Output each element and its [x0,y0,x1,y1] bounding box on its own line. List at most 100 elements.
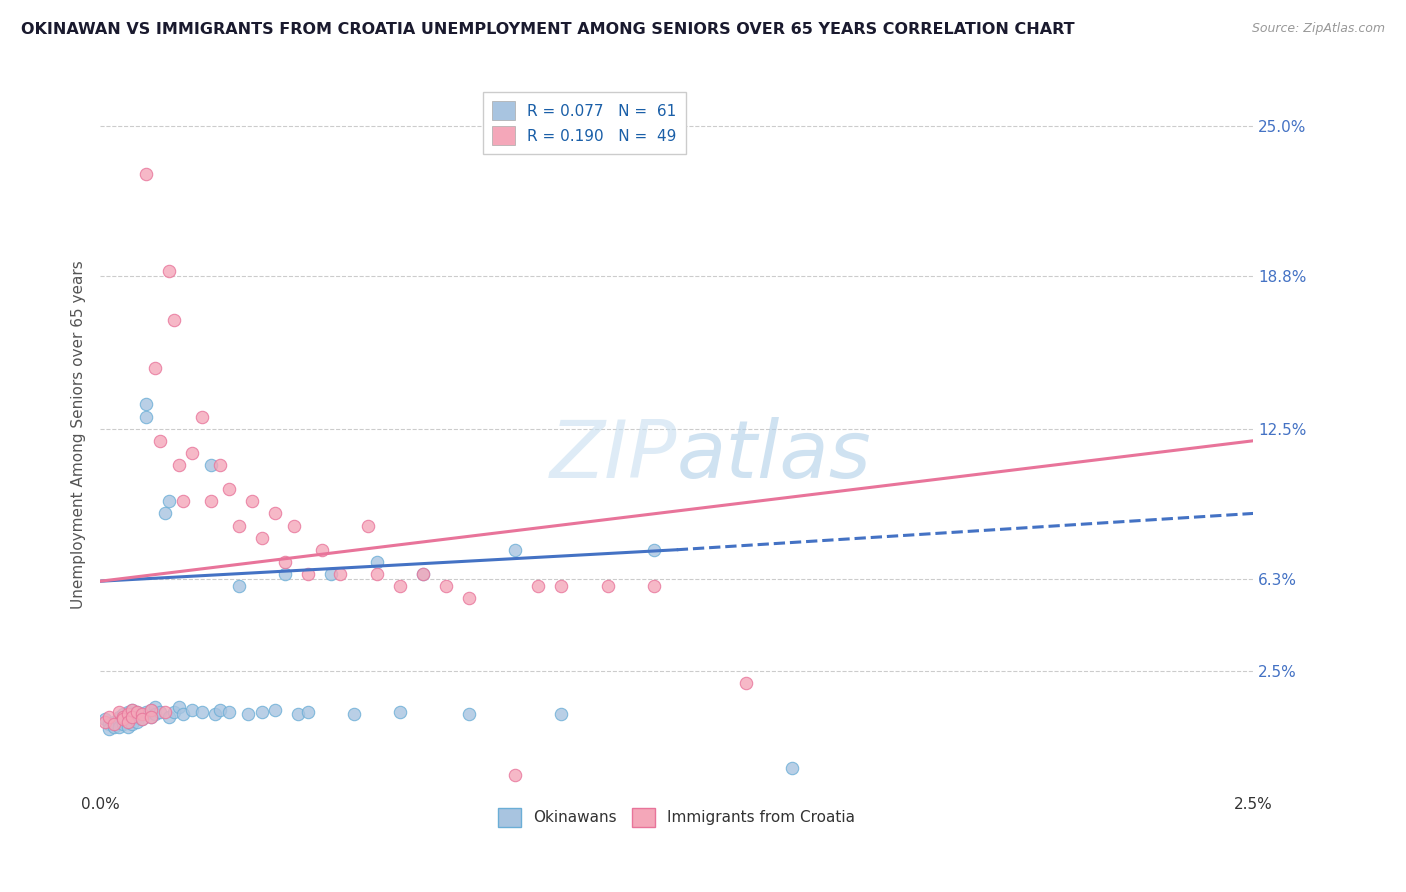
Point [157,264,180,278]
Point [135,705,157,719]
Point [103,720,125,734]
Point [121,710,143,724]
Point [780,761,803,775]
Point [297,705,319,719]
Point [135,409,157,424]
Point [273,555,295,569]
Point [117,714,139,729]
Point [596,579,619,593]
Point [343,707,366,722]
Point [311,542,333,557]
Point [550,579,572,593]
Point [412,566,434,581]
Point [167,700,190,714]
Point [125,710,148,724]
Text: ZIP: ZIP [550,417,676,495]
Point [93,714,115,729]
Point [204,707,226,722]
Point [112,707,135,722]
Point [458,591,481,606]
Point [366,555,388,569]
Point [287,707,309,722]
Point [412,566,434,581]
Point [157,710,180,724]
Point [145,361,167,376]
Point [273,566,295,581]
Point [357,518,380,533]
Point [283,518,305,533]
Text: OKINAWAN VS IMMIGRANTS FROM CROATIA UNEMPLOYMENT AMONG SENIORS OVER 65 YEARS COR: OKINAWAN VS IMMIGRANTS FROM CROATIA UNEM… [21,22,1074,37]
Point [505,768,527,782]
Point [388,705,411,719]
Point [643,579,665,593]
Point [145,707,167,722]
Point [135,397,157,411]
Y-axis label: Unemployment Among Seniors over 65 years: Unemployment Among Seniors over 65 years [72,260,86,609]
Point [218,705,240,719]
Point [125,714,148,729]
Point [131,712,153,726]
Point [200,458,222,472]
Point [145,700,167,714]
Point [117,710,139,724]
Legend: Okinawans, Immigrants from Croatia: Okinawans, Immigrants from Croatia [491,800,863,834]
Point [139,710,162,724]
Point [297,566,319,581]
Point [121,717,143,731]
Point [149,705,172,719]
Point [125,705,148,719]
Point [131,707,153,722]
Point [319,566,342,581]
Point [112,710,135,724]
Point [103,717,125,731]
Point [264,507,287,521]
Point [209,458,232,472]
Point [121,712,143,726]
Point [107,720,129,734]
Point [228,518,250,533]
Point [93,712,115,726]
Point [139,703,162,717]
Text: Source: ZipAtlas.com: Source: ZipAtlas.com [1251,22,1385,36]
Text: atlas: atlas [676,417,872,495]
Point [121,703,143,717]
Point [200,494,222,508]
Point [117,714,139,729]
Point [135,167,157,181]
Point [117,705,139,719]
Point [643,542,665,557]
Point [107,705,129,719]
Point [172,707,194,722]
Point [112,712,135,726]
Point [167,458,190,472]
Point [112,717,135,731]
Point [218,482,240,496]
Point [250,531,273,545]
Point [172,494,194,508]
Point [505,542,527,557]
Point [527,579,550,593]
Point [139,703,162,717]
Point [153,507,176,521]
Point [139,710,162,724]
Point [121,703,143,717]
Point [329,566,352,581]
Point [157,494,180,508]
Point [366,566,388,581]
Point [149,434,172,448]
Point [153,705,176,719]
Point [131,707,153,722]
Point [250,705,273,719]
Point [117,707,139,722]
Point [181,703,204,717]
Point [550,707,572,722]
Point [117,720,139,734]
Point [434,579,457,593]
Point [190,705,212,719]
Point [98,722,121,736]
Point [121,707,143,722]
Point [388,579,411,593]
Point [131,712,153,726]
Point [190,409,212,424]
Point [458,707,481,722]
